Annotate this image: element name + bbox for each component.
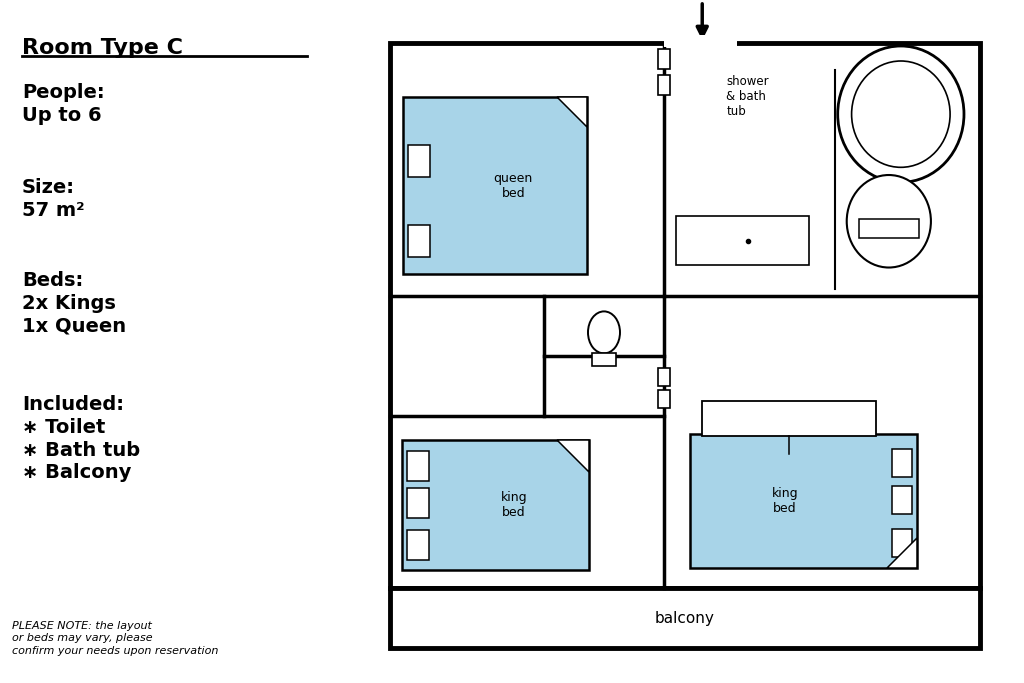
Polygon shape	[887, 538, 916, 568]
Text: queen
bed: queen bed	[494, 171, 532, 199]
Bar	[390, 43, 980, 588]
Bar	[702, 402, 876, 436]
Bar	[403, 97, 587, 275]
Bar	[408, 145, 430, 177]
Text: Room Type C: Room Type C	[22, 38, 183, 58]
Text: Beds:
2x Kings
1x Queen: Beds: 2x Kings 1x Queen	[22, 271, 126, 335]
Text: People:
Up to 6: People: Up to 6	[22, 83, 104, 125]
Bar	[892, 449, 911, 477]
Ellipse shape	[852, 61, 950, 167]
Bar	[402, 440, 589, 570]
Bar	[689, 434, 916, 568]
Polygon shape	[557, 97, 587, 127]
Bar	[407, 529, 429, 559]
Bar	[892, 529, 911, 557]
Bar	[859, 219, 919, 238]
Text: PLEASE NOTE: the layout
or beds may vary, please
confirm your needs upon reserva: PLEASE NOTE: the layout or beds may vary…	[12, 621, 218, 656]
Text: shower
& bath
tub: shower & bath tub	[726, 75, 769, 118]
Bar	[592, 353, 616, 366]
Bar	[658, 368, 671, 387]
Polygon shape	[557, 440, 589, 471]
Text: Included:
∗ Toilet
∗ Bath tub
∗ Balcony: Included: ∗ Toilet ∗ Bath tub ∗ Balcony	[22, 395, 140, 482]
Bar	[665, 35, 737, 47]
Bar	[892, 486, 911, 514]
Text: Size:
57 m²: Size: 57 m²	[22, 178, 85, 220]
Bar	[407, 488, 429, 518]
Text: king
bed: king bed	[501, 491, 527, 519]
Ellipse shape	[838, 46, 964, 182]
Text: balcony: balcony	[655, 611, 715, 626]
Ellipse shape	[588, 311, 620, 353]
Bar	[658, 49, 671, 69]
Bar	[407, 451, 429, 482]
Bar	[658, 390, 671, 408]
Ellipse shape	[847, 175, 931, 268]
Text: king
bed: king bed	[772, 487, 799, 515]
Bar	[408, 225, 430, 257]
Bar	[658, 75, 671, 95]
Bar	[676, 217, 809, 265]
Bar	[390, 588, 980, 648]
